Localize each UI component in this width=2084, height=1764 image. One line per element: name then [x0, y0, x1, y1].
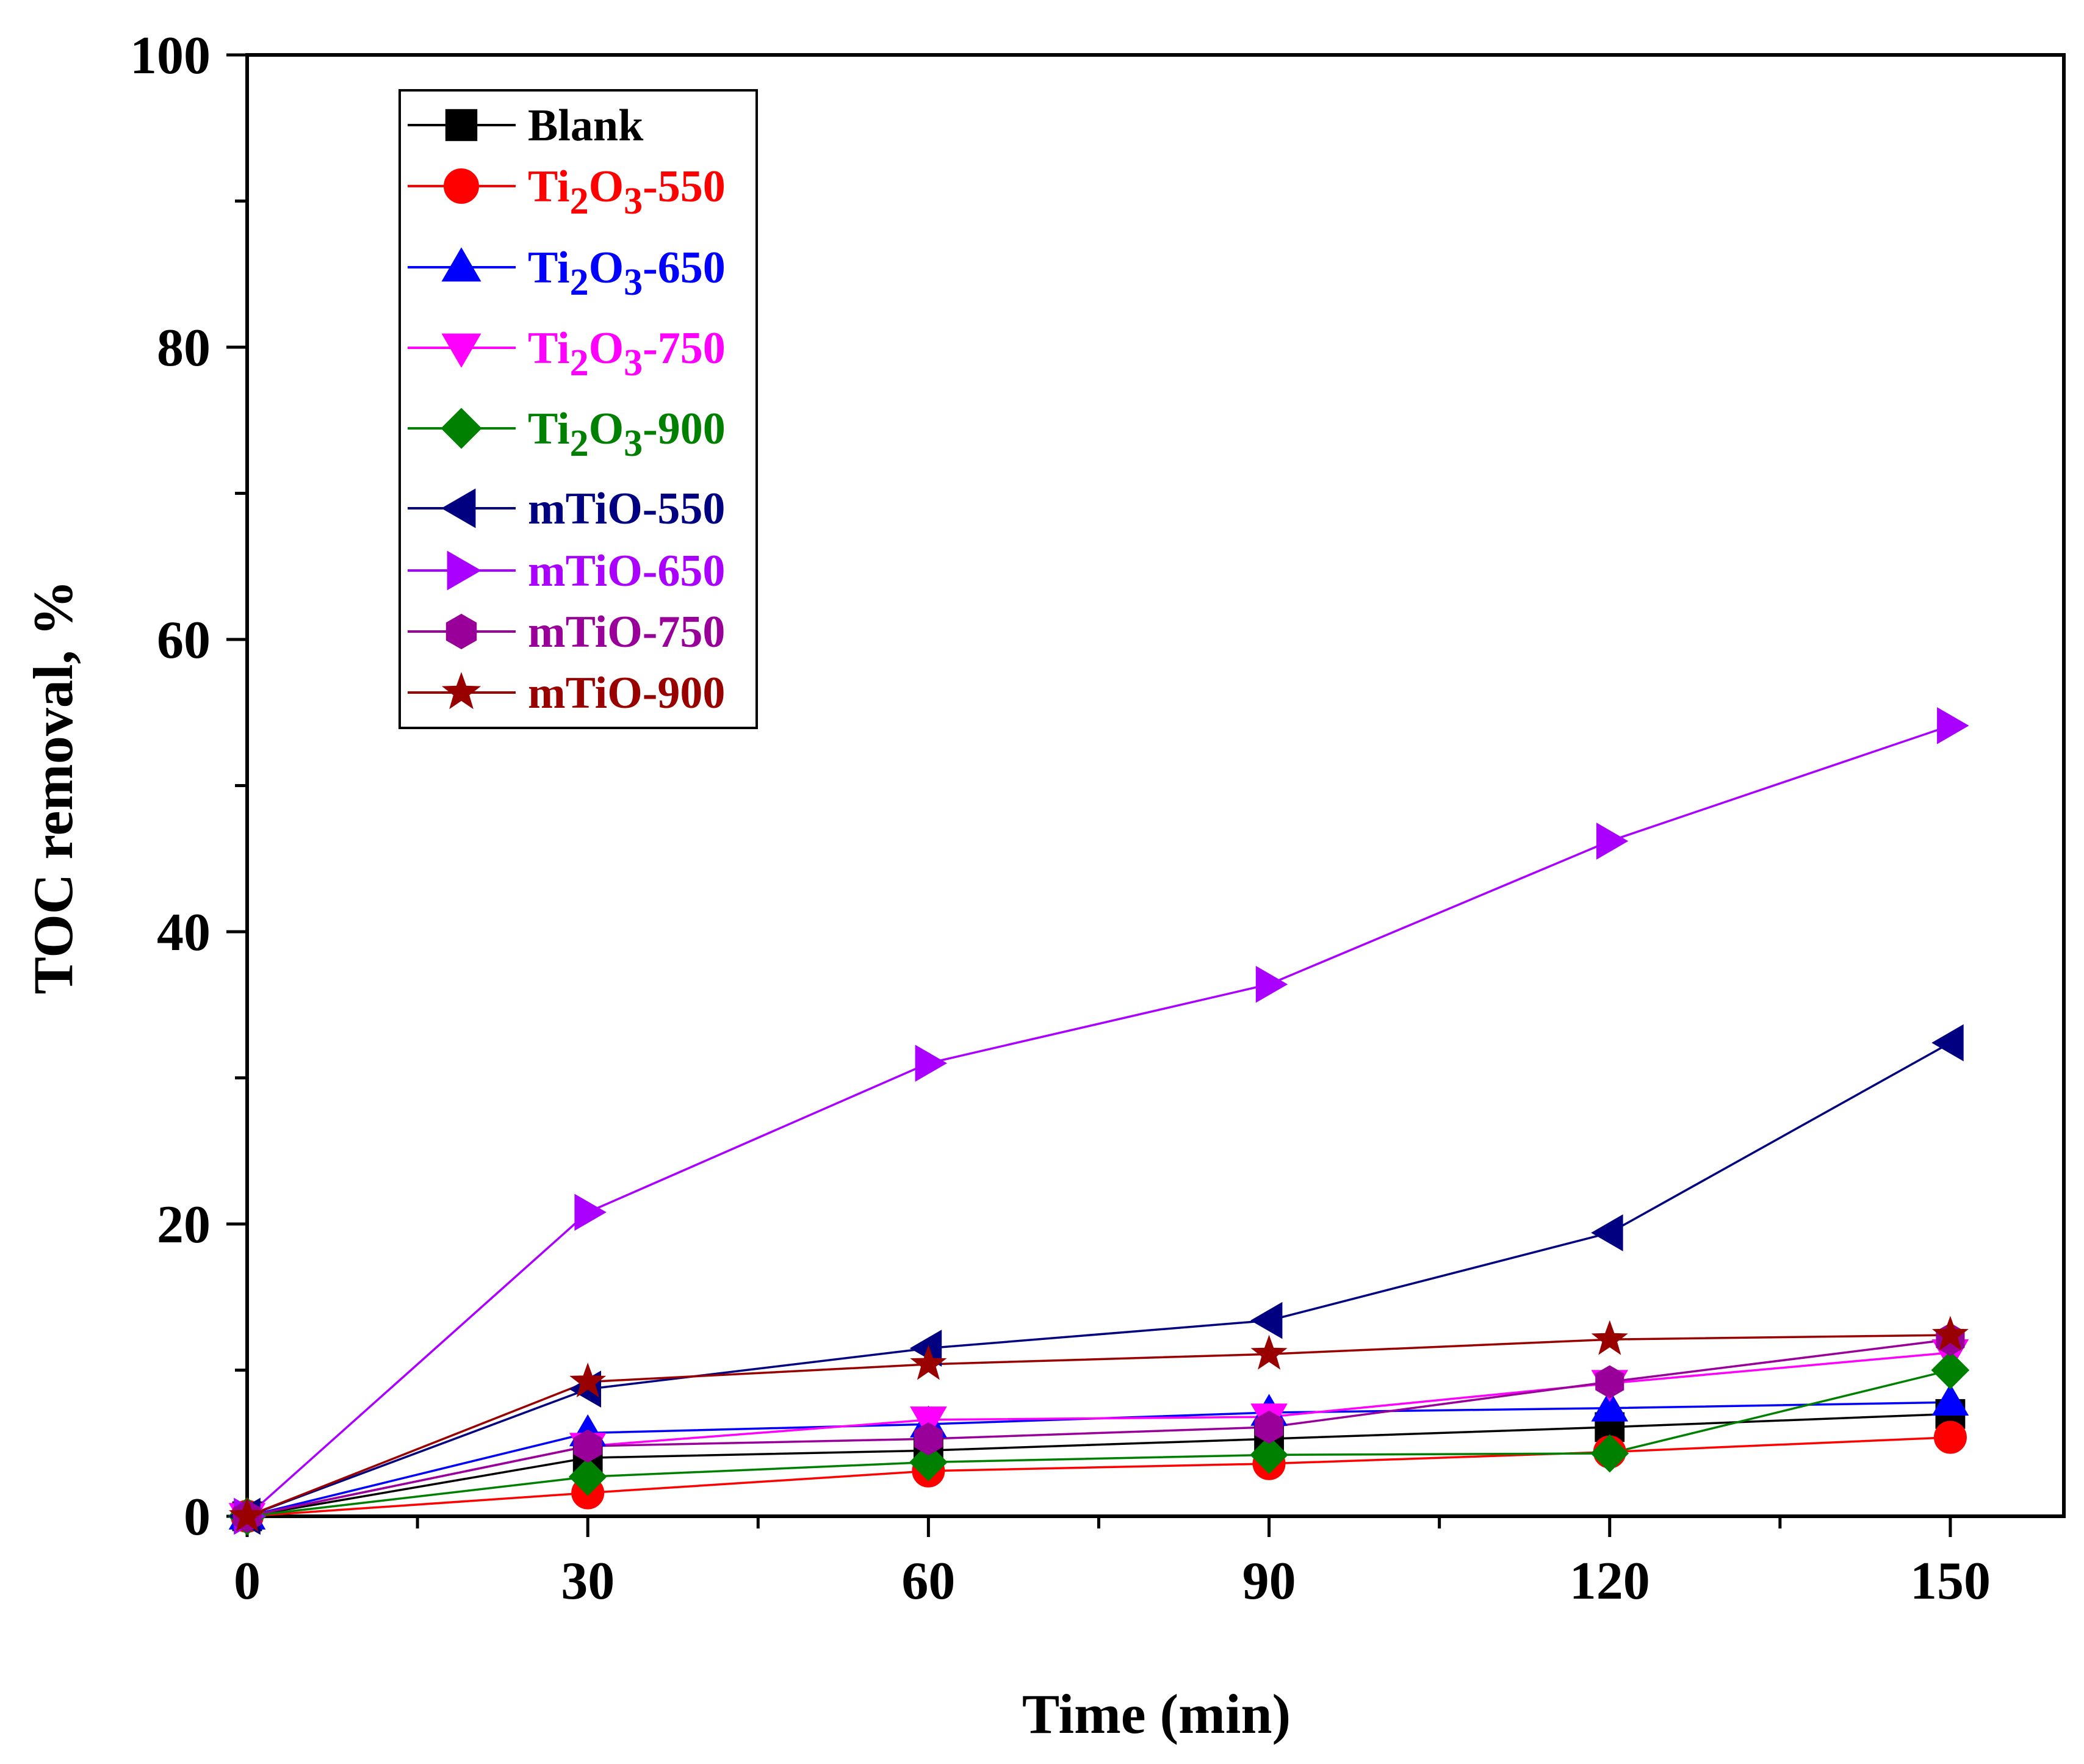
- x-tick-label: 120: [1570, 1552, 1650, 1611]
- legend-entry-mtio-900: mTiO-900: [408, 668, 725, 718]
- data-point-ti2o3-900: [909, 1443, 948, 1481]
- data-point-mtio-900: [228, 1497, 266, 1532]
- y-tick-label: 40: [157, 903, 211, 962]
- series-line-mtio-650: [246, 724, 1951, 1517]
- legend-marker: [441, 408, 482, 449]
- data-point-ti2o3-650: [1931, 1383, 1969, 1416]
- legend-entry-mtio-650: mTiO-650: [408, 546, 725, 596]
- legend-marker: [441, 247, 481, 282]
- legend-marker: [441, 488, 476, 528]
- series-line-ti2o3-550: [247, 1436, 1950, 1517]
- legend-marker: [444, 168, 479, 204]
- legend-marker: [445, 613, 477, 650]
- legend-label: Ti2O3-550: [528, 162, 726, 222]
- series-line-mtio-900: [247, 1334, 1950, 1517]
- data-point-ti2o3-750: [910, 1406, 947, 1439]
- legend-label: Blank: [528, 101, 644, 151]
- legend-entry-ti2o3-650: Ti2O3-650: [408, 243, 726, 303]
- y-tick-label: 0: [184, 1488, 211, 1547]
- legend: Blank Ti2O3-550 Ti2O3-650 Ti2O3-750 Ti2O3-90…: [398, 89, 758, 729]
- data-point-mtio-550: [1931, 1024, 1964, 1062]
- y-tick-label: 100: [130, 26, 211, 85]
- x-tick-label: 150: [1910, 1552, 1991, 1611]
- legend-entry-blank: Blank: [408, 101, 644, 151]
- legend-label: Ti2O3-650: [528, 243, 726, 303]
- x-tick-label: 30: [561, 1552, 615, 1611]
- x-tick-label: 0: [234, 1552, 261, 1611]
- legend-entry-mtio-750: mTiO-750: [408, 607, 725, 657]
- y-tick-label: 60: [157, 611, 211, 670]
- series-line-mtio-750: [247, 1338, 1951, 1517]
- data-point-mtio-900: [569, 1363, 607, 1398]
- data-point-ti2o3-550: [1933, 1420, 1967, 1454]
- tick-labels: 0 30 60 90 120 150 0 20 40 60 80 100: [130, 26, 1991, 1611]
- data-point-mtio-750: [573, 1429, 602, 1463]
- legend-label: mTiO-900: [528, 668, 725, 718]
- data-point-ti2o3-900: [1250, 1436, 1288, 1474]
- data-point-mtio-650: [1937, 707, 1969, 744]
- legend-label: mTiO-750: [528, 607, 725, 657]
- data-point-mtio-900: [1931, 1316, 1969, 1351]
- data-point-mtio-750: [914, 1422, 943, 1456]
- y-tick-label: 80: [157, 319, 211, 378]
- data-point-mtio-550: [1250, 1301, 1283, 1339]
- data-point-mtio-750: [1255, 1410, 1284, 1444]
- data-point-mtio-900: [1250, 1334, 1288, 1370]
- legend-label: mTiO-650: [528, 546, 725, 596]
- data-point-mtio-750: [1595, 1365, 1624, 1399]
- x-axis-label: Time (min): [1022, 1683, 1291, 1745]
- series-line-blank: [247, 1413, 1950, 1517]
- legend-marker: [441, 333, 481, 368]
- legend-entry-ti2o3-750: Ti2O3-750: [408, 323, 726, 384]
- x-tick-label: 60: [901, 1552, 955, 1611]
- series-lines: [246, 724, 1951, 1517]
- legend-marker: [445, 109, 478, 142]
- data-point-mtio-650: [1596, 823, 1629, 860]
- x-tick-label: 90: [1242, 1552, 1296, 1611]
- legend-marker: [447, 550, 481, 591]
- series-markers: [228, 707, 1970, 1536]
- data-point-mtio-650: [574, 1193, 607, 1231]
- series-line-mtio-550: [247, 1042, 1951, 1517]
- legend-label: Ti2O3-750: [528, 323, 726, 384]
- data-point-mtio-550: [1591, 1214, 1623, 1251]
- legend-label: mTiO-550: [528, 484, 725, 534]
- data-point-mtio-650: [1255, 965, 1288, 1003]
- legend-label: Ti2O3-900: [528, 404, 726, 464]
- data-point-ti2o3-900: [1590, 1434, 1629, 1473]
- y-axis-label: TOC removal, %: [22, 580, 84, 995]
- legend-entry-ti2o3-550: Ti2O3-550: [408, 162, 726, 222]
- data-point-ti2o3-900: [1931, 1351, 1970, 1389]
- data-point-ti2o3-650: [1591, 1389, 1629, 1422]
- data-point-mtio-650: [915, 1045, 947, 1082]
- legend-entry-mtio-550: mTiO-550: [408, 484, 725, 534]
- data-point-ti2o3-900: [568, 1457, 607, 1496]
- series-line-ti2o3-750: [247, 1352, 1951, 1517]
- legend-entry-ti2o3-900: Ti2O3-900: [408, 404, 726, 464]
- legend-marker: [441, 672, 481, 710]
- y-tick-label: 20: [157, 1195, 211, 1255]
- series-line-ti2o3-900: [247, 1369, 1951, 1517]
- data-point-mtio-900: [1591, 1320, 1628, 1355]
- data-point-mtio-900: [910, 1345, 947, 1380]
